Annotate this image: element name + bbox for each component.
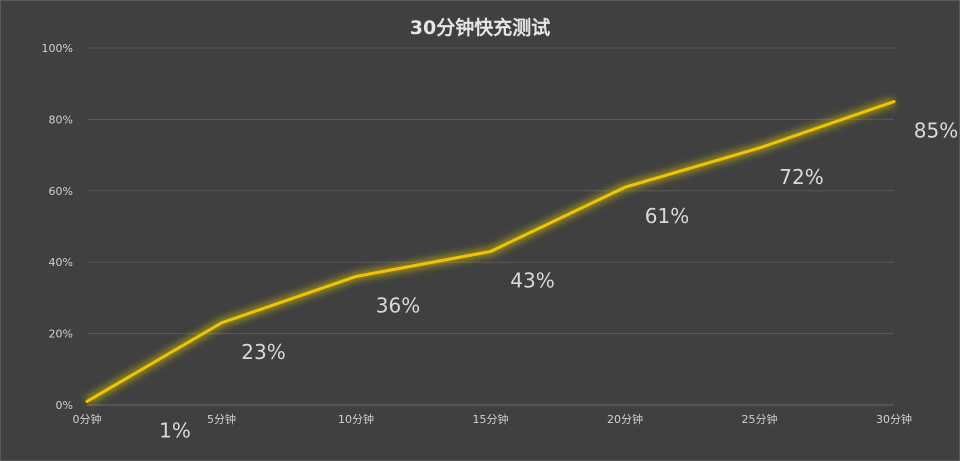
y-tick-label: 60%: [49, 185, 73, 198]
x-tick-label: 0分钟: [73, 412, 102, 426]
data-label: 43%: [510, 268, 554, 292]
y-tick-label: 100%: [42, 42, 73, 55]
chart-title: 30分钟快充测试: [409, 17, 551, 39]
data-label: 61%: [645, 204, 689, 228]
y-tick-label: 20%: [49, 328, 73, 341]
data-label: 85%: [914, 119, 958, 143]
x-tick-label: 5分钟: [207, 412, 236, 426]
series-line: [85, 100, 896, 403]
data-label: 72%: [779, 165, 823, 189]
y-tick-label: 40%: [49, 256, 73, 269]
data-label: 23%: [241, 340, 285, 364]
y-tick-label: 0%: [56, 399, 73, 412]
data-label: 1%: [159, 418, 191, 442]
y-tick-label: 80%: [49, 113, 73, 126]
x-tick-label: 30分钟: [876, 412, 912, 426]
x-tick-label: 25分钟: [742, 412, 778, 426]
x-tick-label: 15分钟: [473, 412, 509, 426]
data-label: 36%: [376, 293, 420, 317]
x-tick-label: 10分钟: [338, 412, 374, 426]
x-tick-label: 20分钟: [607, 412, 643, 426]
